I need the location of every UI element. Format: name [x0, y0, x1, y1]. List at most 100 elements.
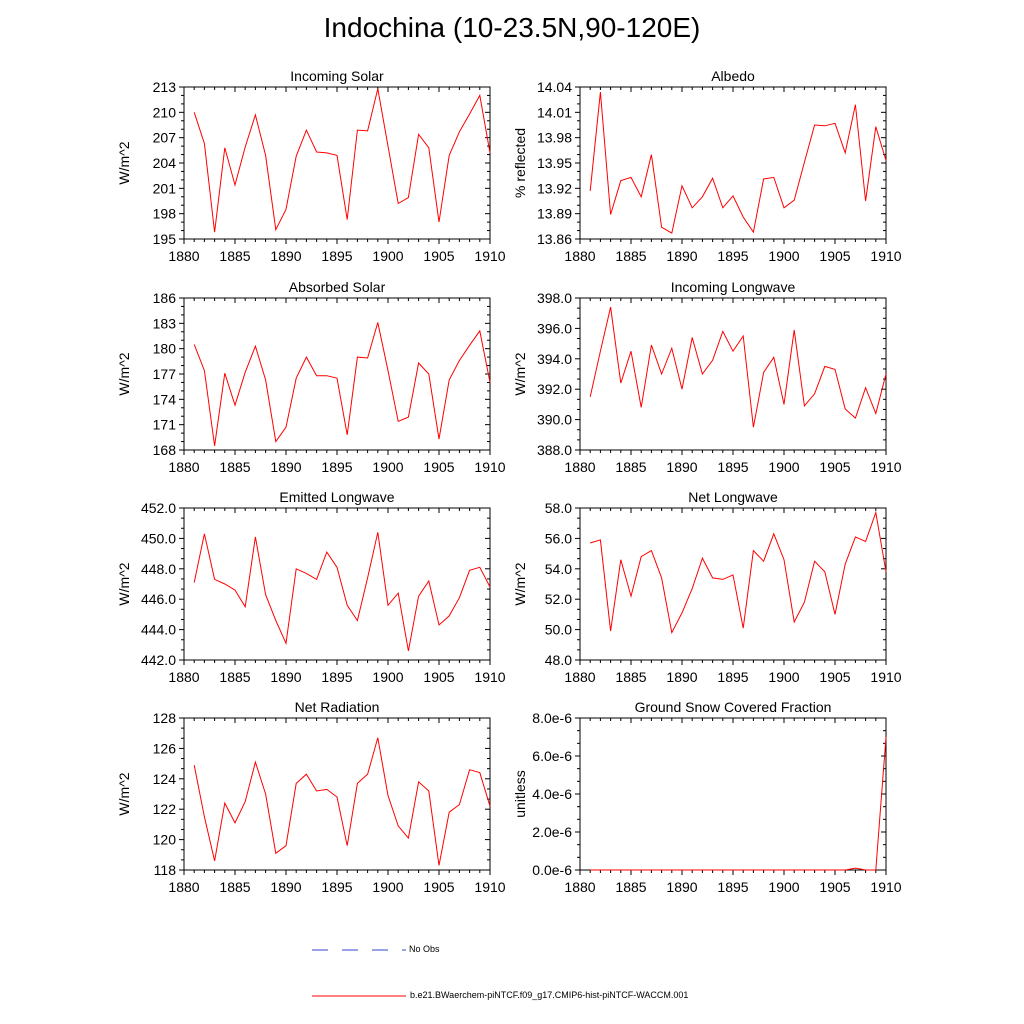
x-tick-label: 1880 — [168, 879, 199, 895]
x-tick-label: 1900 — [372, 459, 403, 475]
plot-frame — [183, 297, 491, 451]
y-tick-label: 392.0 — [537, 381, 572, 397]
x-tick-label: 1905 — [819, 248, 850, 264]
panel-title: Net Longwave — [688, 489, 778, 505]
y-tick-label: 195 — [153, 231, 177, 247]
x-tick-label: 1885 — [615, 879, 646, 895]
x-tick-label: 1895 — [321, 669, 352, 685]
x-tick-label: 1900 — [372, 669, 403, 685]
panel-net-longwave: Net Longwave W/m^2 48.0 50.0 52.0 54.0 56.0 58.… — [512, 489, 902, 685]
y-tick-label: 6.0e-6 — [532, 748, 572, 764]
x-tick-label: 1905 — [423, 879, 454, 895]
panel-incoming-longwave: Incoming Longwave W/m^2 388.0 390.0 392.0 394… — [512, 279, 902, 475]
y-tick-label: 394.0 — [537, 351, 572, 367]
y-axis-label: W/m^2 — [512, 562, 528, 605]
x-tick-label: 1890 — [666, 248, 697, 264]
x-tick-label: 1890 — [666, 879, 697, 895]
x-tick-label: 1905 — [423, 248, 454, 264]
y-tick-label: 124 — [153, 771, 177, 787]
x-tick-label: 1885 — [219, 879, 250, 895]
legend-model-label: b.e21.BWaerchem-piNTCF.f09_g17.CMIP6-his… — [410, 990, 689, 1000]
x-tick-label: 1880 — [168, 669, 199, 685]
x-tick-label: 1880 — [564, 879, 595, 895]
x-tick-label: 1900 — [768, 459, 799, 475]
x-tick-label: 1880 — [168, 248, 199, 264]
panel-title: Net Radiation — [295, 699, 380, 715]
x-tick-label: 1895 — [717, 879, 748, 895]
y-tick-label: 58.0 — [545, 500, 572, 516]
y-tick-label: 174 — [153, 391, 177, 407]
legend-obs: No Obs — [310, 942, 510, 958]
y-tick-label: 396.0 — [537, 320, 572, 336]
x-tick-label: 1910 — [870, 879, 901, 895]
plot-frame — [183, 86, 491, 240]
panel-title: Emitted Longwave — [279, 489, 394, 505]
panel-title: Albedo — [711, 68, 755, 84]
x-tick-label: 1905 — [819, 459, 850, 475]
y-tick-label: 450.0 — [141, 530, 176, 546]
x-tick-label: 1900 — [768, 669, 799, 685]
series-line-ground-snow-covered-fraction — [590, 736, 887, 871]
x-tick-label: 1910 — [870, 459, 901, 475]
y-tick-label: 13.92 — [537, 180, 572, 196]
x-tick-label: 1890 — [270, 248, 301, 264]
x-tick-label: 1910 — [474, 459, 505, 475]
x-tick-label: 1890 — [270, 459, 301, 475]
x-tick-label: 1900 — [768, 879, 799, 895]
y-tick-label: 452.0 — [141, 500, 176, 516]
y-tick-label: 13.86 — [537, 231, 572, 247]
panel-title: Incoming Longwave — [671, 279, 796, 295]
y-tick-label: 444.0 — [141, 622, 176, 638]
x-tick-label: 1905 — [819, 879, 850, 895]
y-tick-label: 54.0 — [545, 561, 572, 577]
x-tick-label: 1895 — [717, 248, 748, 264]
series-line-incoming-solar — [193, 88, 491, 233]
panel-title: Ground Snow Covered Fraction — [635, 699, 832, 715]
x-tick-label: 1890 — [666, 459, 697, 475]
y-axis-label: unitless — [512, 770, 528, 817]
plot-frame — [183, 507, 491, 661]
y-tick-label: 0.0e-6 — [532, 862, 572, 878]
y-tick-label: 48.0 — [545, 652, 572, 668]
x-tick-label: 1885 — [615, 669, 646, 685]
x-tick-label: 1910 — [870, 248, 901, 264]
panel-title: Incoming Solar — [290, 68, 384, 84]
y-tick-label: 204 — [153, 155, 177, 171]
x-tick-label: 1885 — [615, 248, 646, 264]
y-tick-label: 56.0 — [545, 530, 572, 546]
series-line-incoming-longwave — [589, 306, 887, 428]
y-tick-label: 207 — [153, 130, 177, 146]
x-tick-label: 1895 — [321, 248, 352, 264]
x-tick-label: 1905 — [819, 669, 850, 685]
x-tick-label: 1880 — [564, 248, 595, 264]
y-tick-label: 52.0 — [545, 591, 572, 607]
x-tick-label: 1890 — [270, 669, 301, 685]
figure-title: Indochina (10-23.5N,90-120E) — [323, 12, 701, 43]
plot-frame — [579, 507, 887, 661]
y-axis-label: W/m^2 — [116, 141, 132, 184]
x-tick-label: 1910 — [474, 669, 505, 685]
x-tick-label: 1905 — [423, 669, 454, 685]
y-tick-label: 120 — [153, 832, 177, 848]
y-tick-label: 168 — [153, 442, 177, 458]
x-tick-label: 1895 — [717, 459, 748, 475]
y-tick-label: 2.0e-6 — [532, 824, 572, 840]
plot-frame — [579, 717, 887, 871]
series-line-net-radiation — [193, 737, 491, 866]
y-axis-label: W/m^2 — [512, 352, 528, 395]
panel-ground-snow-covered-fraction: Ground Snow Covered Fraction unitless 0.0e… — [512, 699, 902, 895]
y-tick-label: 13.89 — [537, 206, 572, 222]
x-tick-label: 1895 — [321, 879, 352, 895]
y-tick-label: 4.0e-6 — [532, 786, 572, 802]
series-line-albedo — [589, 92, 887, 234]
x-tick-label: 1885 — [615, 459, 646, 475]
y-tick-label: 14.01 — [537, 104, 572, 120]
plot-frame — [579, 297, 887, 451]
y-tick-label: 183 — [153, 315, 177, 331]
y-tick-label: 171 — [153, 417, 177, 433]
x-tick-label: 1880 — [168, 459, 199, 475]
y-axis-label: W/m^2 — [116, 772, 132, 815]
x-tick-label: 1895 — [717, 669, 748, 685]
x-tick-label: 1890 — [666, 669, 697, 685]
